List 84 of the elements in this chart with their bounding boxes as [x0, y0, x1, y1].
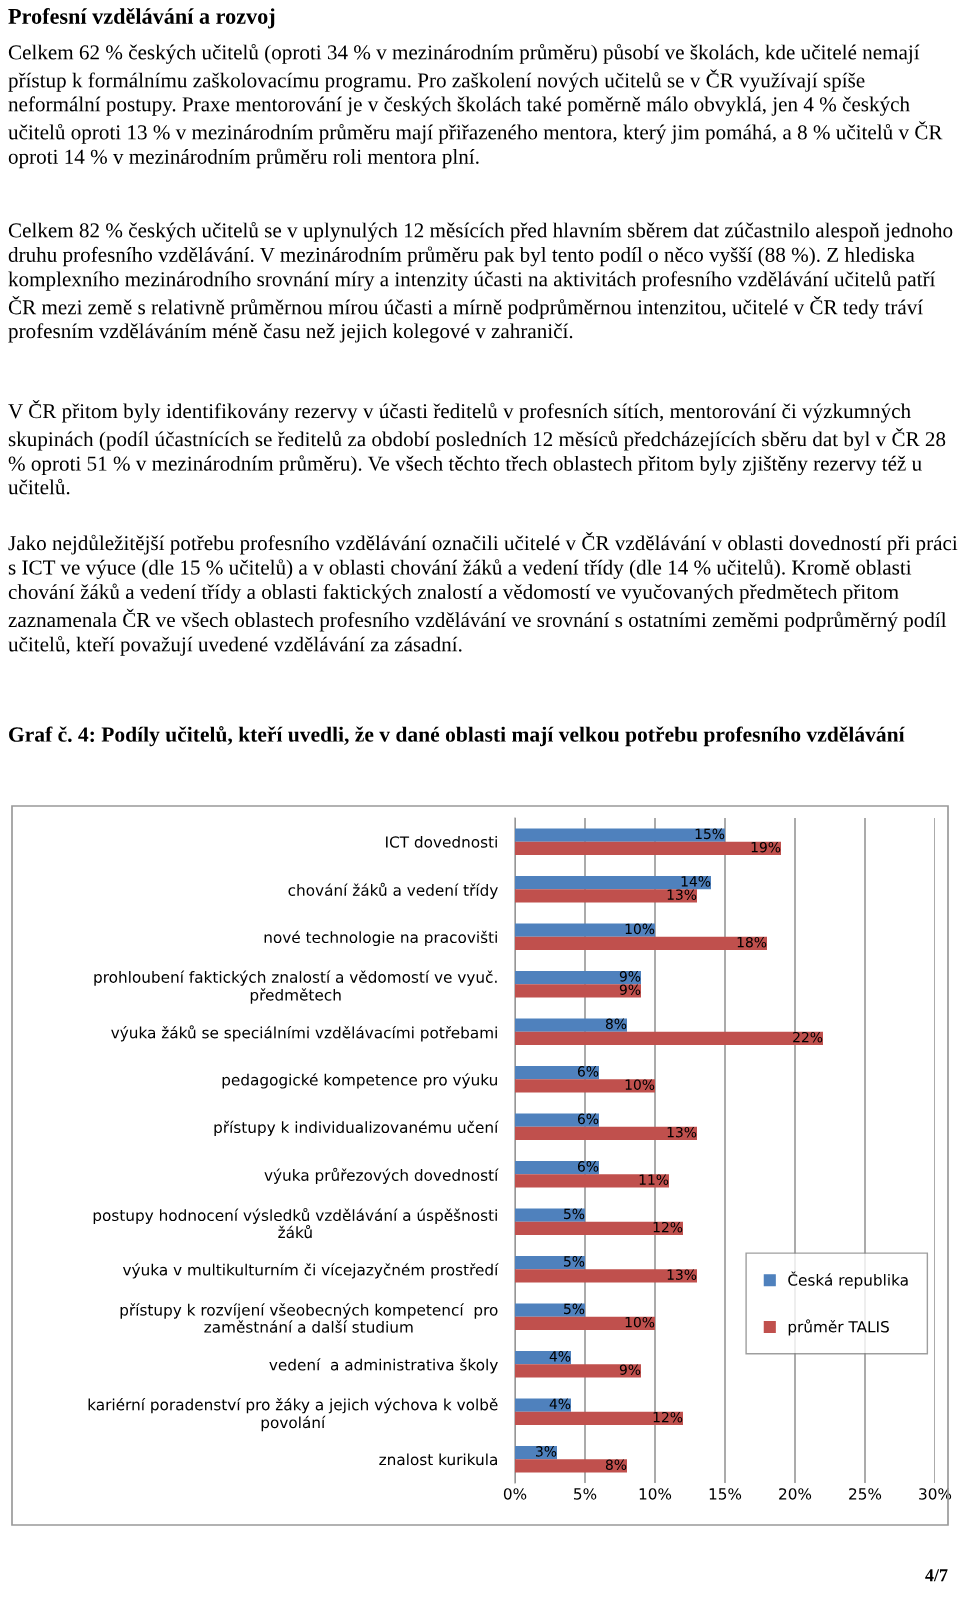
- data-label: 6%: [577, 1113, 599, 1125]
- data-label: 13%: [667, 1126, 697, 1138]
- bar: [515, 1018, 627, 1032]
- bar: [515, 936, 767, 951]
- y-tick-label: vedení a administrativa školy: [269, 1358, 498, 1374]
- data-label: 22%: [793, 1031, 823, 1043]
- y-tick-label: výuka v multikulturním či vícejazyčném prostředí: [122, 1263, 499, 1279]
- data-label: 8%: [605, 1018, 627, 1030]
- text: 4/7: [925, 1569, 948, 1582]
- bar: [515, 1316, 655, 1331]
- data-label: 3%: [536, 1446, 557, 1457]
- y-tick-label: přístupy k rozvíjení všeobecných kompetencí pro zaměstnání a další studium: [120, 1303, 498, 1333]
- data-label: 9%: [619, 971, 641, 982]
- bar: [515, 1208, 585, 1222]
- y-tick-label: nové technologie na pracovišti: [264, 930, 497, 947]
- data-label: 13%: [667, 1269, 697, 1280]
- bar: [515, 875, 711, 890]
- data-label: 9%: [619, 984, 641, 995]
- y-tick-label: prohloubení faktických znalostí a vědomostí ve vyuč. předmětech: [94, 970, 497, 1004]
- bar: [515, 841, 781, 856]
- y-tick-label: výuka průřezových dovedností: [264, 1167, 499, 1184]
- data-label: 11%: [639, 1174, 669, 1185]
- text: Jako nejdůležitější potřebu profesního vzdělávání označili učitelé v ČR vzdělávání v oblasti dovedností při práci s ICT ve výuce (dle 15 % učitelů) a v oblasti chování žáků a vedení třídy (dle 14 % učitelů). Kromě oblasti chování žáků a vedení třídy a oblasti faktických znalostí a vědomostí ve vyučovaných předmětech přitom zaznamenala ČR ve všech oblastech profesního vzdělávání ve srovnání s ostatními zeměmi podprůměrný podíl učitelů, kteří považují uvedené vzdělávání za zásadní.: [8, 532, 958, 656]
- bar: [515, 1269, 697, 1283]
- data-label: 13%: [667, 889, 697, 900]
- y-tick-label: kariérní poradenství pro žáky a jejich výchova k volbě povolání: [88, 1397, 498, 1432]
- bar: [515, 889, 697, 903]
- bar: [515, 1364, 641, 1378]
- bar: [515, 1160, 599, 1175]
- text: V ČR přitom byly identifikovány rezervy v účasti ředitelů v profesních sítích, mentorování či výzkumných skupinách (podíl účastnících se ředitelů za období posledních 12 měsíců předcházejících sběru dat byl v ČR 28 % oproti 51 % v mezinárodním průměru). Ve všech těchto třech oblastech přitom byly zjištěny rezervy též u učitelů.: [8, 400, 946, 495]
- bar: [515, 1126, 697, 1141]
- data-label: 6%: [577, 1161, 599, 1172]
- chart-title: Graf č. 4: Podíly učitelů, kteří uvedli, že v dané oblasti mají velkou potřebu profesního vzdělávání: [9, 726, 905, 747]
- bar: [515, 1079, 655, 1093]
- data-label: 14%: [681, 876, 711, 887]
- bar: [515, 970, 641, 985]
- legend-label: průměr TALIS: [788, 1319, 889, 1336]
- bar: [515, 1459, 627, 1473]
- y-tick-label: výuka žáků se speciálními vzdělávacími potřebami: [111, 1025, 497, 1042]
- x-tick-label: 25%: [849, 1488, 882, 1500]
- x-tick-label: 10%: [639, 1488, 672, 1500]
- legend-label: Česká republika: [788, 1271, 908, 1289]
- bar: [515, 984, 641, 998]
- text: Profesní vzdělávání a rozvoj: [8, 8, 275, 29]
- bar: [515, 828, 725, 842]
- bar: [515, 1113, 599, 1127]
- bar: [515, 1065, 599, 1080]
- data-label: 4%: [549, 1351, 571, 1362]
- y-tick-label: chování žáků a vedení třídy: [288, 882, 498, 899]
- data-label: 18%: [737, 936, 767, 948]
- y-tick-label: znalost kurikula: [379, 1453, 497, 1466]
- data-label: 5%: [564, 1256, 585, 1267]
- bar: [515, 1303, 585, 1317]
- data-label: 10%: [625, 1316, 655, 1328]
- x-tick-label: 15%: [709, 1488, 742, 1500]
- data-label: 6%: [577, 1066, 599, 1077]
- y-tick-label: pedagogické kompetence pro výuku: [222, 1073, 497, 1089]
- data-label: 5%: [564, 1303, 585, 1315]
- data-label: 15%: [695, 828, 725, 840]
- bar: [515, 1031, 823, 1046]
- data-label: 9%: [619, 1364, 641, 1375]
- text: Celkem 82 % českých učitelů se v uplynulých 12 měsících před hlavním sběrem dat zúčastnilo alespoň jednoho druhu profesního vzdělávání. V mezinárodním průměru pak byl tento podíl o něco vyšší (88 %). Z hlediska komplexního mezinárodního srovnání míry a intenzity účasti na aktivitách profesního vzdělávání učitelů patří ČR mezi země s relativně průměrnou mírou účasti a mírně podprůměrnou intenzitou, učitelé v ČR tedy tráví profesním vzděláváním méně času než jejich kolegové v zahraničí.: [8, 222, 953, 343]
- data-label: 10%: [625, 923, 655, 935]
- data-label: 5%: [564, 1208, 585, 1220]
- bar: [515, 1411, 683, 1426]
- bar: [515, 1255, 585, 1270]
- bar: [515, 1174, 669, 1188]
- y-tick-label: postupy hodnocení výsledků vzdělávání a úspěšnosti žáků: [93, 1207, 497, 1239]
- text: Celkem 62 % českých učitelů (oproti 34 % v mezinárodním průměru) působí ve školách, kde učitelé nemají přístup k formálnímu zaškolovacímu programu. Pro zaškolení nových učitelů se v ČR využívají spíše neformální postupy. Praxe mentorování je v českých školách také poměrně málo obvyklá, jen 4 % českých učitelů oproti 13 % v mezinárodním průměru mají přiřazeného mentora, který jim pomáhá, a 8 % učitelů v ČR oproti 14 % v mezinárodním průměru roli mentora plní.: [8, 44, 943, 169]
- data-label: 4%: [549, 1398, 571, 1410]
- data-label: 8%: [605, 1459, 627, 1470]
- x-tick-label: 20%: [779, 1488, 812, 1500]
- bar: [515, 1398, 571, 1412]
- data-label: 19%: [751, 841, 781, 853]
- y-tick-label: ICT dovednosti: [386, 835, 497, 848]
- y-tick-label: přístupy k individualizovanému učení: [214, 1120, 499, 1137]
- data-label: 12%: [653, 1411, 683, 1423]
- data-label: 10%: [625, 1079, 655, 1090]
- x-tick-label: 0%: [503, 1488, 527, 1500]
- x-tick-label: 30%: [919, 1488, 952, 1500]
- data-label: 12%: [653, 1221, 683, 1233]
- bar: [515, 923, 655, 937]
- bar: [515, 1221, 683, 1236]
- x-tick-label: 5%: [574, 1488, 597, 1500]
